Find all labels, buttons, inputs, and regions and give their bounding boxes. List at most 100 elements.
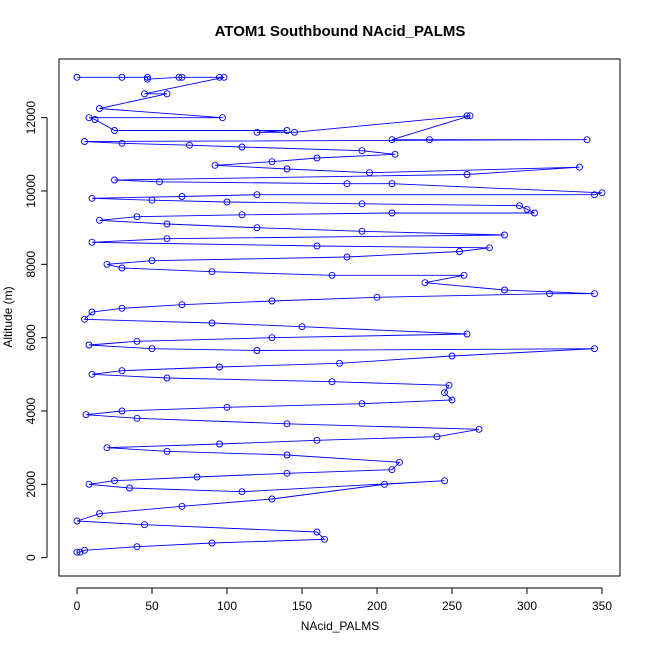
data-point: [216, 73, 223, 81]
data-point: [283, 420, 291, 428]
data-point: [475, 425, 483, 433]
data-point: [85, 114, 93, 122]
data-point: [193, 473, 201, 481]
data-point: [81, 315, 88, 323]
data-point: [576, 163, 583, 171]
data-point: [313, 528, 321, 536]
data-point: [463, 112, 471, 120]
data-point: [598, 189, 606, 197]
data-point: [111, 127, 118, 134]
x-tick-label: 200: [367, 599, 387, 613]
data-point: [163, 374, 171, 382]
data-point: [91, 116, 99, 123]
y-axis: 0 2000 4000 6000 8000 10000 12000: [24, 101, 48, 561]
data-point: [118, 367, 126, 375]
data-point: [381, 480, 388, 488]
data-point: [141, 521, 148, 529]
data-point: [81, 546, 88, 554]
data-point: [73, 548, 81, 556]
data-point: [283, 165, 291, 173]
data-point: [133, 213, 141, 221]
data-point: [373, 293, 381, 301]
y-tick-label: 4000: [24, 397, 38, 424]
data-point: [82, 411, 90, 419]
data-point: [81, 138, 88, 145]
data-point: [186, 141, 193, 149]
data-point: [531, 209, 538, 217]
data-point: [343, 180, 351, 188]
data-point: [163, 220, 171, 228]
data-point: [253, 224, 261, 232]
data-point: [96, 510, 103, 518]
chart-title: ATOM1 Southbound NAcid_PALMS: [215, 23, 466, 40]
data-point: [456, 248, 463, 255]
data-point: [328, 378, 336, 386]
data-point: [88, 194, 96, 202]
data-point: [388, 209, 396, 217]
data-point: [336, 359, 343, 367]
data-point: [441, 389, 448, 397]
x-tick-label: 350: [592, 599, 612, 613]
data-point: [111, 477, 118, 485]
data-point: [103, 260, 111, 268]
data-point: [448, 352, 456, 360]
y-tick-label: 12000: [24, 101, 38, 135]
data-point: [298, 323, 306, 331]
data-point: [178, 301, 186, 309]
data-point: [219, 114, 226, 122]
data-point: [358, 400, 366, 408]
data-point: [88, 370, 96, 378]
data-point: [223, 403, 231, 411]
data-point: [283, 469, 291, 477]
data-point: [283, 451, 291, 459]
data-layer: [73, 73, 606, 556]
x-tick-label: 300: [517, 599, 537, 613]
data-point: [238, 211, 246, 219]
data-point: [366, 169, 373, 177]
data-point: [313, 242, 321, 250]
data-point: [546, 290, 553, 298]
y-tick-label: 6000: [24, 324, 38, 351]
data-point: [501, 231, 508, 239]
y-tick-label: 0: [24, 554, 38, 561]
data-point: [291, 128, 298, 136]
data-point: [156, 178, 163, 186]
data-point: [178, 73, 186, 81]
data-point: [448, 396, 456, 404]
data-point: [268, 334, 276, 342]
data-point: [141, 90, 148, 98]
y-tick-label: 8000: [24, 251, 38, 278]
data-point: [118, 73, 126, 81]
data-point: [463, 171, 471, 178]
data-point: [73, 73, 81, 81]
data-point: [208, 319, 216, 327]
data-point: [268, 297, 276, 305]
x-tick-label: 100: [217, 599, 237, 613]
x-tick-label: 50: [145, 599, 159, 613]
data-point: [238, 488, 246, 496]
data-point: [96, 216, 103, 224]
x-tick-label: 250: [442, 599, 462, 613]
data-point: [313, 154, 321, 162]
data-point: [501, 286, 508, 294]
data-point: [118, 139, 126, 147]
data-point: [591, 191, 598, 199]
data-point: [283, 127, 291, 134]
data-point: [133, 337, 141, 345]
data-point: [103, 444, 111, 452]
data-point: [466, 112, 474, 120]
data-point: [253, 128, 261, 136]
plot-frame: [58, 58, 621, 577]
data-point: [460, 271, 468, 279]
y-tick-label: 2000: [24, 471, 38, 498]
data-point: [76, 548, 84, 556]
data-point: [126, 484, 133, 492]
data-point: [388, 466, 396, 474]
data-point: [73, 517, 81, 525]
data-point: [426, 136, 433, 144]
data-point: [216, 363, 223, 371]
data-point: [591, 290, 598, 298]
data-point: [148, 345, 156, 353]
data-point: [358, 147, 366, 155]
